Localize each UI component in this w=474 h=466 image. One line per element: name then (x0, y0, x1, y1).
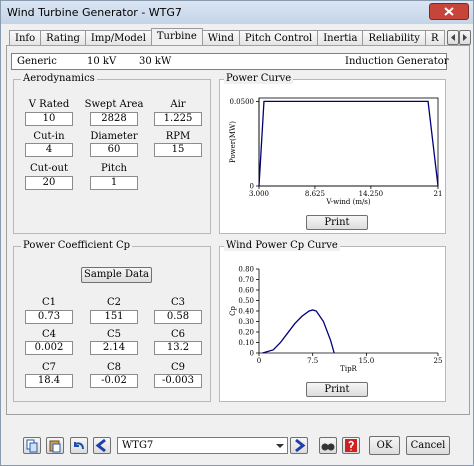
title-bar (1, 1, 473, 24)
icon (295, 438, 306, 453)
previous-button[interactable] (93, 437, 111, 454)
ok-button[interactable]: OK (369, 436, 400, 455)
icon (95, 438, 106, 453)
icon (49, 440, 61, 453)
tab-strip: Info Rating Imp/Model Turbine Wind Pitch Cont… (9, 28, 445, 46)
field-label: C7 (41, 362, 56, 373)
combo-value: WTG7 (122, 440, 154, 451)
group-title: Wind Power Cp Curve (224, 240, 340, 251)
power-curve-group (219, 79, 446, 234)
cp-curve-group (219, 246, 446, 402)
tab[interactable]: Imp/Model (84, 30, 152, 46)
tab-scroll-right[interactable] (459, 30, 471, 45)
icon (463, 34, 467, 41)
find-button[interactable] (319, 437, 337, 454)
combo-arrow[interactable] (273, 438, 287, 453)
field-label: Diameter (90, 131, 138, 142)
print-button[interactable]: Print (306, 382, 368, 397)
copy-button[interactable] (23, 437, 41, 454)
header-model: Induction Generator (345, 56, 449, 67)
header-power: 30 kW (139, 56, 172, 67)
group-title: Aerodynamics (21, 73, 97, 84)
icon (74, 442, 84, 450)
field-label: C3 (170, 297, 185, 308)
tab[interactable]: Info (9, 30, 42, 46)
field-input[interactable]: 1.225 (154, 112, 202, 126)
field-label: C1 (41, 297, 56, 308)
tab[interactable]: Inertia (317, 30, 364, 46)
field-label: C2 (106, 297, 121, 308)
field-input[interactable]: -0.003 (154, 374, 202, 388)
field-input[interactable]: 20 (25, 176, 73, 190)
field-input[interactable]: 151 (90, 310, 138, 324)
field-label: Air (170, 99, 186, 110)
device-combo[interactable] (117, 437, 288, 454)
header-box (11, 53, 447, 70)
field-input[interactable]: 4 (25, 143, 73, 157)
print-button[interactable]: Print (306, 215, 368, 230)
group-title: Power Coefficient Cp (21, 240, 133, 251)
tab[interactable]: Turbine (150, 28, 203, 46)
tab-scroll-left[interactable] (447, 30, 459, 45)
field-label: RPM (165, 131, 191, 142)
field-label: C9 (170, 362, 185, 373)
undo-button[interactable] (70, 437, 88, 454)
close-icon (444, 7, 454, 16)
icon (451, 34, 455, 41)
icon (321, 443, 335, 451)
field-label: Cut-in (33, 131, 65, 142)
field-input[interactable]: 2828 (90, 112, 138, 126)
tab[interactable]: R (424, 30, 445, 46)
field-label: C5 (106, 329, 121, 340)
field-input[interactable]: -0.02 (90, 374, 138, 388)
field-input[interactable]: 0.58 (154, 310, 202, 324)
group-title: Power Curve (224, 73, 294, 84)
field-input[interactable]: 2.14 (90, 341, 138, 355)
header-type: Generic (17, 56, 57, 67)
field-label: C8 (106, 362, 121, 373)
tab[interactable]: Wind (201, 30, 240, 46)
window-title: Wind Turbine Generator - WTG7 (7, 6, 182, 19)
field-input[interactable]: 15 (154, 143, 202, 157)
tab[interactable]: Reliability (362, 30, 426, 46)
icon (276, 444, 284, 448)
next-button[interactable] (290, 437, 308, 454)
tab[interactable]: Rating (40, 30, 86, 46)
help-button[interactable] (342, 437, 360, 454)
field-input[interactable]: 18.4 (25, 374, 73, 388)
icon (345, 439, 357, 452)
field-label: Pitch (101, 163, 127, 174)
field-label: Cut-out (30, 163, 68, 174)
field-input[interactable]: 0.73 (25, 310, 73, 324)
field-input[interactable]: 60 (90, 143, 138, 157)
field-input[interactable]: 0.002 (25, 341, 73, 355)
sample-data-button[interactable]: Sample Data (81, 267, 152, 283)
header-voltage: 10 kV (87, 56, 117, 67)
close-button[interactable] (429, 3, 469, 20)
field-label: Swept Area (84, 99, 144, 110)
field-input[interactable]: 1 (90, 176, 138, 190)
tab[interactable]: Pitch Control (238, 30, 319, 46)
field-label: V Rated (28, 99, 70, 110)
field-input[interactable]: 10 (25, 112, 73, 126)
field-label: C6 (170, 329, 185, 340)
icon (26, 439, 38, 453)
aerodynamics-group (13, 79, 211, 234)
paste-button[interactable] (46, 437, 64, 454)
field-label: C4 (41, 329, 56, 340)
cancel-button[interactable]: Cancel (406, 436, 450, 455)
field-input[interactable]: 13.2 (154, 341, 202, 355)
